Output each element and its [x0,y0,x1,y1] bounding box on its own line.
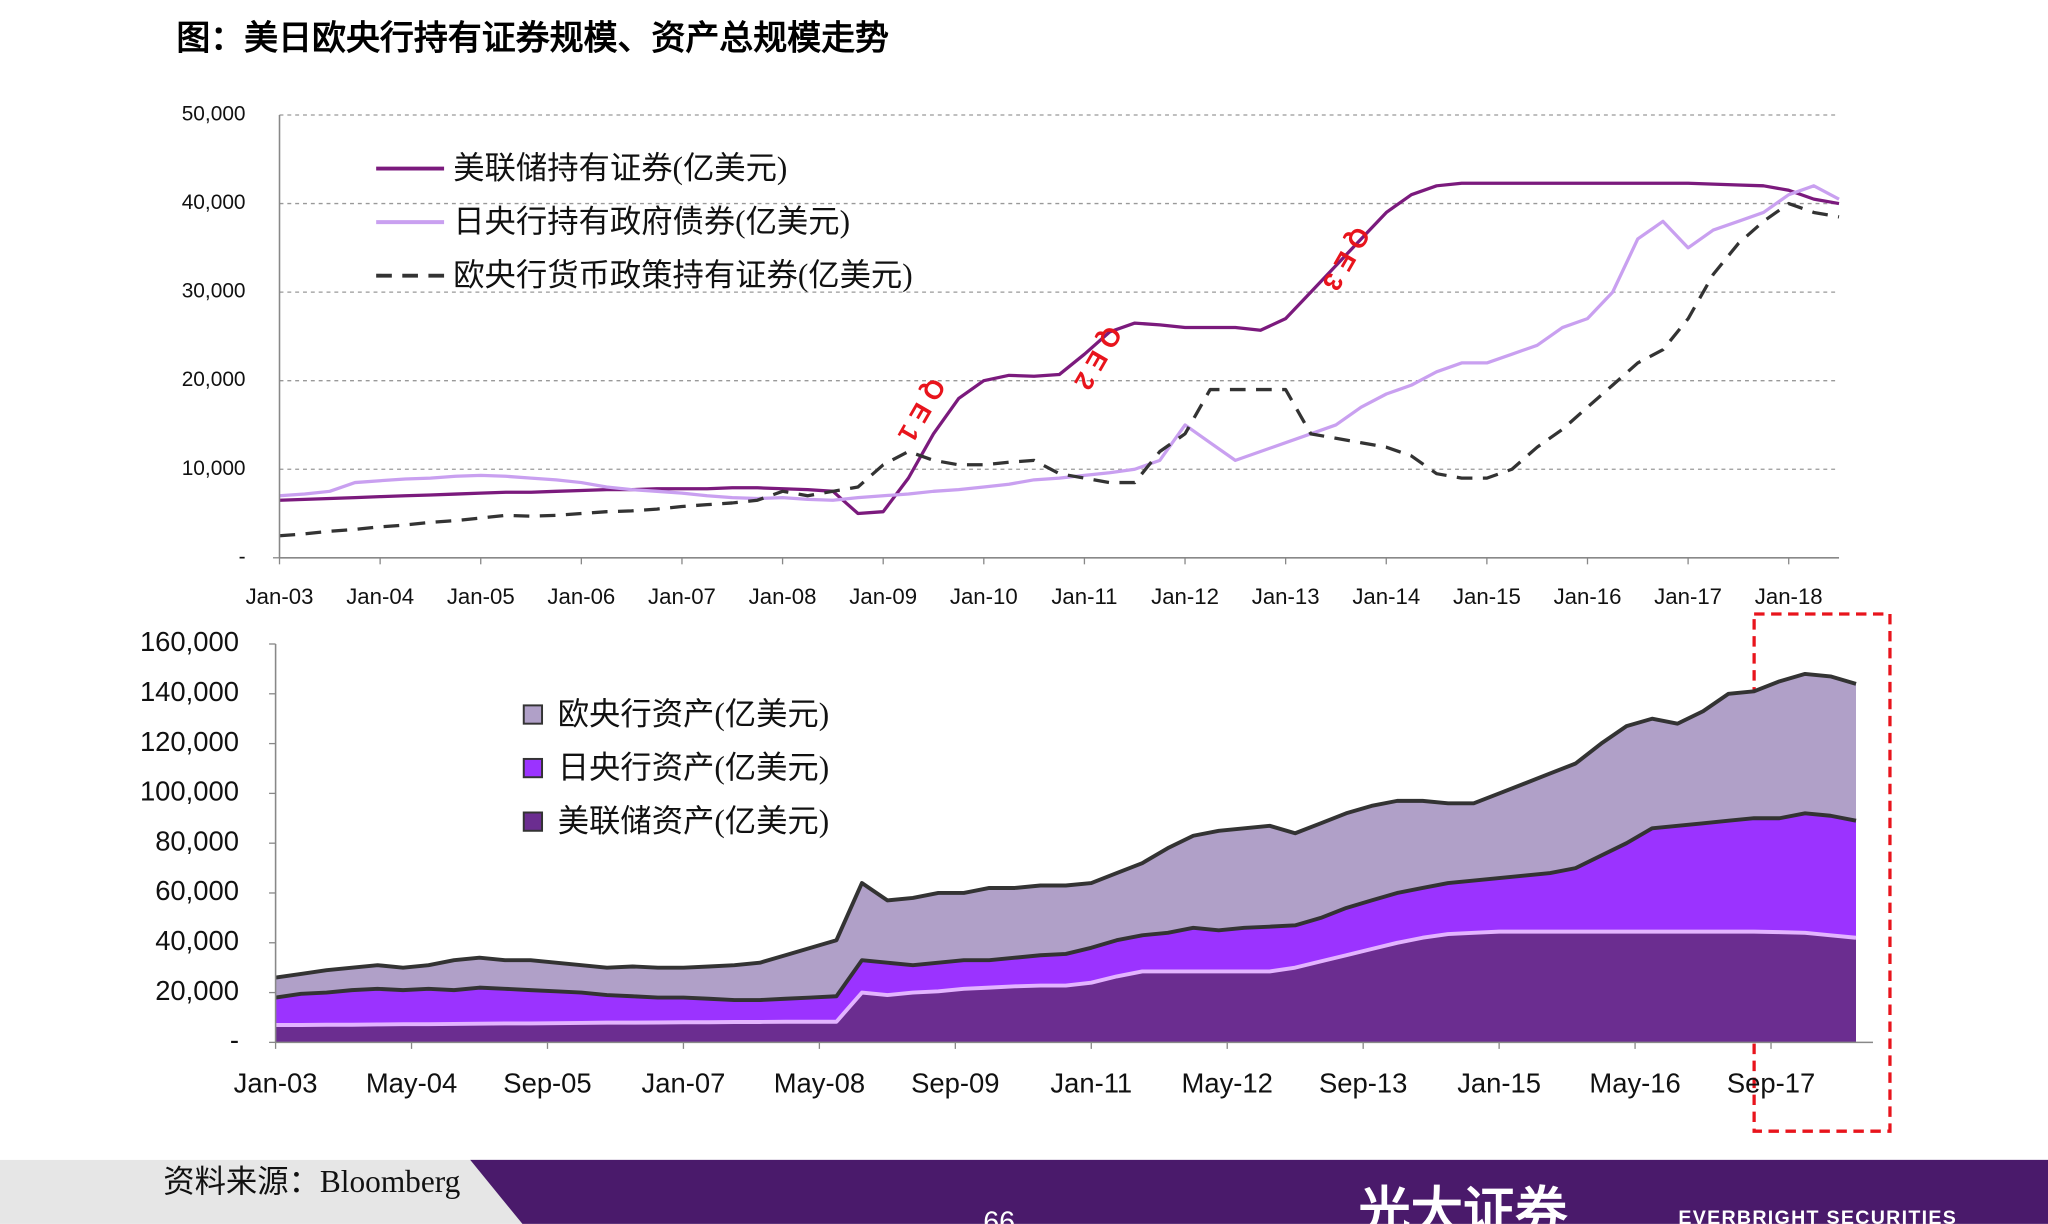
charts: - 10,000 20,000 30,000 40,000 50,000 Jan-03 Jan… [140,103,1873,1099]
x-tick-label: Jan-15 [1457,1068,1541,1099]
y-tick-label: 160,000 [140,626,239,657]
x-tick-label: Sep-09 [911,1068,999,1099]
x-tick-label: Sep-05 [503,1068,591,1099]
y-tick-label: - [230,1025,239,1056]
x-tick-label: Jan-07 [642,1068,726,1099]
legend-label: 日央行资产(亿美元) [558,750,830,785]
x-tick-label: Jan-04 [346,584,414,609]
x-tick-label: Jan-09 [849,584,917,609]
x-tick-label: Sep-17 [1727,1068,1815,1099]
y-tick-label: 140,000 [140,676,239,707]
line [279,184,1840,502]
line [279,201,1840,538]
y-tick-label: 40,000 [155,925,239,956]
x-tick-label: Jan-03 [234,1068,318,1099]
line [279,181,1840,516]
legend-label: 欧央行资产(亿美元) [558,696,830,731]
x-tick-label: Jan-17 [1654,584,1722,609]
page-title: 图：美日欧央行持有证券规模、资产总规模走势 [176,20,889,58]
area-edge [275,811,1857,1003]
y-tick-label: 120,000 [140,726,239,757]
legend-swatch [522,704,544,725]
source-note: 资料来源：Bloomberg [163,1164,460,1199]
x-tick-label: Jan-06 [547,584,615,609]
x-tick-label: Jan-03 [246,584,314,609]
x-tick-label: May-04 [366,1068,457,1099]
area-edge [275,671,1857,980]
y-tick-label: 30,000 [182,280,246,303]
x-tick-label: Jan-10 [950,584,1018,609]
legend-swatch [522,757,544,779]
x-tick-label: Jan-11 [1050,1068,1132,1099]
x-tick-label: Jan-13 [1252,584,1320,609]
annotation: QE3 [1313,222,1377,303]
legend-label: 美联储资产(亿美元) [558,803,830,838]
y-tick-label: 10,000 [182,457,246,480]
legend-label: 美联储持有证券(亿美元) [453,150,787,185]
brand-en: EVERBRIGHT SECURITIES [1678,1207,1957,1224]
legend-label: 日央行持有政府债券(亿美元) [453,204,850,239]
legend-label: 欧央行货币政策持有证券(亿美元) [453,257,912,292]
x-tick-label: Jan-18 [1755,584,1823,609]
footer-banner [470,1159,2048,1224]
y-tick-label: 20,000 [155,975,239,1006]
annotation: QE1 [888,374,952,455]
x-tick-label: May-12 [1182,1068,1273,1099]
x-tick-label: Sep-13 [1319,1068,1407,1099]
x-tick-label: Jan-11 [1051,584,1117,609]
x-tick-label: Jan-12 [1151,584,1219,609]
y-tick-label: 80,000 [155,825,239,856]
page-number: 66 [983,1207,1015,1224]
area [275,813,1857,1025]
y-tick-label: 20,000 [182,368,246,391]
x-tick-label: May-16 [1589,1068,1680,1099]
x-tick-label: Jan-15 [1453,584,1521,609]
y-tick-label: 50,000 [182,103,246,126]
legend-swatch [522,811,544,832]
x-tick-label: Jan-07 [648,584,716,609]
area [275,673,1857,1001]
x-tick-label: Jan-08 [749,584,817,609]
x-tick-label: Jan-16 [1554,584,1622,609]
area-edge [275,929,1857,1027]
highlight-box [1752,612,1892,1133]
y-tick-label: 60,000 [155,875,239,906]
y-tick-label: 100,000 [140,776,239,807]
x-tick-label: May-08 [774,1068,865,1099]
y-tick-label: 40,000 [182,191,246,214]
x-tick-label: Jan-05 [447,584,515,609]
y-tick-label: - [239,545,246,568]
brand-cn: 光大证券 [1358,1183,1568,1224]
x-tick-label: Jan-14 [1352,584,1420,609]
